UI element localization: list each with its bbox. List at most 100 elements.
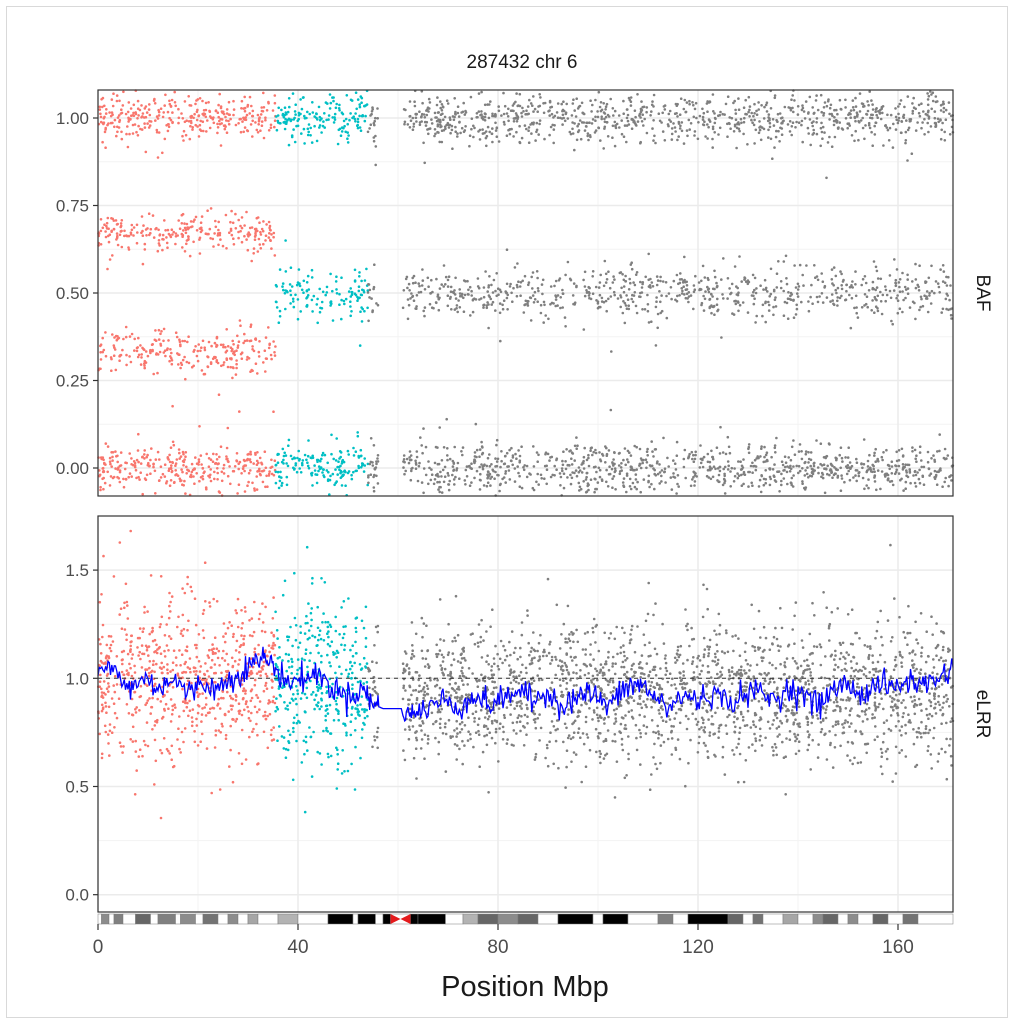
baf-point [151, 349, 154, 353]
baf-point [802, 284, 805, 287]
elrr-point [134, 711, 138, 714]
baf-point [183, 100, 187, 103]
baf-point [751, 484, 754, 488]
elrr-point [127, 712, 131, 715]
elrr-point [123, 628, 127, 631]
baf-point [165, 124, 168, 127]
baf-point [554, 295, 558, 299]
baf-point [193, 468, 196, 471]
baf-point [455, 467, 459, 470]
baf-point [478, 448, 482, 451]
baf-point [470, 467, 474, 471]
baf-point [525, 475, 529, 479]
baf-point [270, 465, 274, 469]
baf-point [561, 306, 564, 309]
baf-point [373, 263, 376, 267]
baf-point [462, 101, 466, 105]
baf-point [511, 454, 515, 457]
baf-point [564, 112, 568, 116]
baf-point [599, 273, 602, 277]
baf-point [647, 321, 651, 324]
baf-point [481, 128, 484, 131]
baf-point [237, 236, 240, 240]
baf-point [625, 294, 628, 297]
baf-point [618, 451, 621, 455]
baf-point [816, 108, 820, 112]
baf-point [865, 113, 869, 116]
elrr-point [108, 729, 112, 733]
baf-point [838, 98, 842, 102]
elrr-point [149, 574, 153, 577]
baf-point [812, 131, 816, 135]
elrr-point [198, 670, 202, 673]
baf-point [654, 474, 658, 477]
baf-point [270, 357, 273, 361]
elrr-point [197, 660, 201, 663]
baf-point [178, 451, 181, 455]
baf-point [796, 105, 800, 108]
baf-point [570, 457, 573, 461]
baf-point [807, 309, 811, 313]
baf-point [650, 440, 653, 443]
baf-point [321, 451, 325, 455]
baf-point [757, 131, 761, 135]
baf-point [588, 286, 591, 290]
baf-point [858, 92, 862, 95]
baf-point [638, 462, 642, 466]
baf-point [700, 303, 703, 307]
baf-point [594, 451, 598, 455]
elrr-point [238, 645, 242, 648]
baf-point [299, 98, 302, 101]
baf-point [101, 105, 104, 109]
baf-point [605, 102, 609, 106]
elrr-point [222, 622, 226, 625]
baf-point [900, 120, 904, 123]
baf-point [264, 370, 267, 373]
baf-point [292, 305, 296, 309]
elrr-point [260, 666, 264, 669]
elrr-point [117, 697, 121, 700]
baf-point [458, 288, 462, 291]
baf-point [586, 132, 590, 135]
elrr-point [170, 758, 173, 761]
baf-point [821, 280, 825, 284]
baf-point [942, 100, 945, 104]
baf-point [611, 461, 614, 464]
baf-point [176, 234, 179, 237]
elrr-point [197, 705, 201, 708]
elrr-point [237, 702, 241, 705]
baf-point [854, 119, 857, 123]
baf-point [466, 279, 469, 283]
baf-point [741, 466, 745, 469]
baf-point [126, 110, 130, 114]
baf-point [513, 480, 517, 483]
baf-point [576, 130, 580, 134]
baf-point [686, 297, 689, 300]
baf-point [344, 484, 347, 488]
baf-point [129, 231, 133, 234]
baf-point [346, 122, 350, 126]
elrr-point [169, 637, 173, 640]
baf-point [821, 125, 825, 129]
baf-point [904, 480, 908, 484]
elrr-point [240, 609, 243, 612]
elrr-point [162, 737, 166, 740]
baf-point [225, 349, 229, 353]
baf-point [572, 302, 575, 306]
elrr-point [250, 617, 254, 620]
baf-point [305, 303, 309, 307]
elrr-point [145, 648, 149, 652]
baf-point [926, 110, 930, 114]
baf-point [333, 112, 337, 116]
baf-point [539, 303, 543, 307]
baf-point [358, 271, 361, 274]
baf-point [263, 349, 267, 353]
baf-point [597, 466, 601, 470]
baf-point [565, 448, 568, 451]
baf-point [867, 289, 871, 292]
baf-point [105, 108, 108, 111]
elrr-point [138, 709, 141, 712]
elrr-point [233, 659, 237, 663]
baf-point [329, 101, 333, 105]
baf-point [232, 237, 235, 240]
